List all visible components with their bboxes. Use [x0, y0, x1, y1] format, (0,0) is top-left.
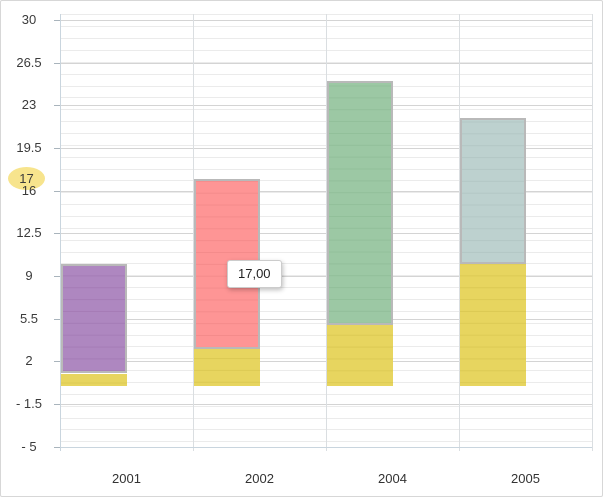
column-separator [459, 14, 460, 451]
bar-segment-top-2001[interactable] [61, 263, 127, 374]
value-tooltip-text: 17,00 [238, 266, 271, 281]
x-axis-line [60, 446, 592, 448]
bar-segment-top-2005[interactable] [460, 117, 526, 264]
y-axis-label: 26.5 [16, 54, 42, 70]
bar-segment-bottom-2001[interactable] [61, 373, 127, 386]
y-axis-tick [54, 361, 60, 363]
x-axis-label: 2004 [378, 471, 407, 486]
column-separator [326, 14, 327, 451]
y-axis-tick [54, 233, 60, 235]
y-axis-label: 2 [25, 353, 33, 369]
y-axis-label: 5.5 [19, 310, 39, 326]
highlighted-tick-ellipse [8, 167, 45, 190]
y-axis-label: 19.5 [16, 140, 42, 155]
x-axis-label: 2002 [245, 471, 274, 486]
y-axis-tick [54, 20, 60, 21]
y-axis-label: - 1.5 [15, 396, 42, 411]
y-axis-tick [54, 404, 60, 405]
bar-segment-bottom-2004[interactable] [327, 324, 393, 386]
column-separator [592, 14, 593, 451]
y-axis-tick [54, 62, 60, 64]
y-axis-label: 23 [21, 97, 37, 113]
y-axis-label: 9 [25, 268, 33, 283]
value-tooltip: 17,00 [227, 260, 282, 288]
highlighted-tick-label: 17 [19, 171, 34, 186]
bar-segment-bottom-2002[interactable] [194, 349, 260, 386]
y-axis-label: 16 [21, 182, 37, 198]
y-axis-label: 12.5 [16, 225, 42, 241]
y-axis-tick [54, 446, 60, 448]
bar-segment-top-2004[interactable] [327, 81, 393, 325]
y-axis-tick [54, 318, 60, 320]
y-axis-tick [54, 148, 60, 149]
x-axis-label: 2005 [511, 471, 540, 486]
bar-segment-bottom-2005[interactable] [460, 263, 526, 386]
column-separator [193, 14, 194, 451]
y-axis-label: 30 [21, 12, 37, 27]
y-axis-tick [54, 276, 60, 277]
y-axis-line [60, 14, 61, 451]
y-axis-tick [54, 105, 60, 107]
x-axis-label: 2001 [112, 471, 141, 486]
y-axis-tick [54, 190, 60, 192]
y-axis-label: - 5 [21, 438, 37, 454]
